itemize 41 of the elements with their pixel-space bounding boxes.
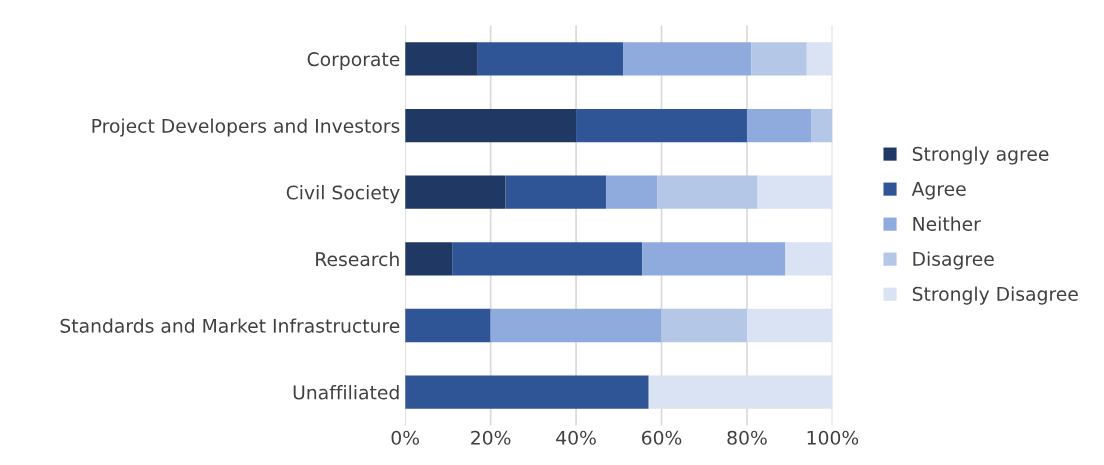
bar (751, 42, 807, 76)
y-tick-label: Unaffiliated (293, 385, 399, 400)
bar (661, 308, 747, 343)
x-tick-label: 100% (807, 430, 859, 445)
legend-label: Disagree (913, 251, 994, 270)
x-tick-label: 0% (391, 430, 420, 445)
bar (477, 42, 624, 76)
legend-label: Agree (911, 182, 966, 200)
legend-label: Strongly agree (912, 146, 1049, 165)
legend-label: Strongly Disagree (912, 286, 1078, 305)
bar (657, 175, 758, 209)
x-tick-label: 60% (641, 430, 682, 445)
bar (405, 308, 491, 343)
y-tick-label: Corporate (307, 52, 400, 70)
bar (505, 175, 606, 209)
bar (642, 242, 786, 276)
y-tick-label: Civil Society (286, 185, 400, 204)
bar (405, 108, 577, 143)
legend-label: Neither (913, 216, 981, 231)
bar (490, 308, 662, 343)
bar (757, 175, 833, 209)
bar (806, 42, 833, 76)
y-tick-label: Standards and Market Infrastructure (60, 318, 400, 333)
bar (405, 42, 478, 76)
bar (605, 175, 658, 209)
bar (746, 108, 812, 143)
y-tick-label: Project Developers and Investors (92, 118, 400, 137)
bar (623, 42, 752, 76)
bar (648, 375, 833, 409)
x-tick-label: 80% (727, 430, 767, 445)
x-tick-label: 40% (556, 430, 596, 445)
bar (746, 308, 833, 343)
bar (811, 108, 833, 143)
bar (405, 175, 506, 209)
bar (405, 242, 453, 276)
y-tick-label: Research (316, 251, 399, 267)
x-tick-label: 20% (471, 430, 511, 445)
bar (452, 242, 643, 276)
bar (576, 108, 747, 143)
bar (405, 375, 649, 409)
bar (785, 242, 833, 276)
